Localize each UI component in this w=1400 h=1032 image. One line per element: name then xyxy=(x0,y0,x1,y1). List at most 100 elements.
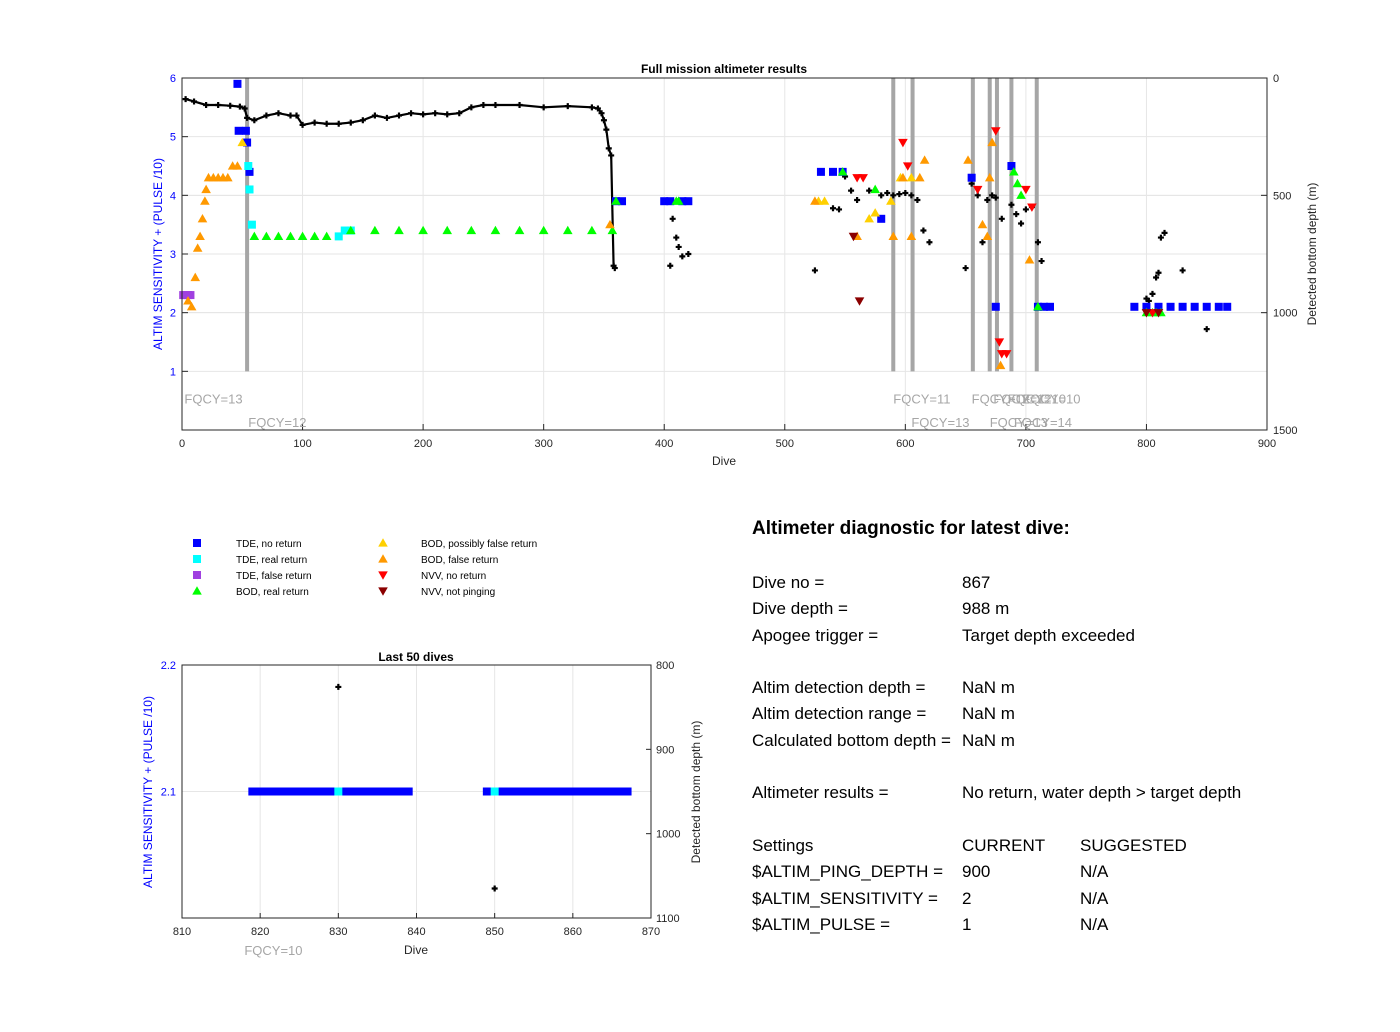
data-point xyxy=(183,296,193,305)
bottom-depth-point xyxy=(992,194,999,201)
data-point xyxy=(982,231,993,240)
bottom-depth-point xyxy=(432,110,439,117)
data-point xyxy=(987,137,997,147)
sens-label: $ALTIM_SENSITIVITY = xyxy=(752,888,938,908)
bottom-depth-point xyxy=(299,121,306,128)
y-tick-label: 2 xyxy=(170,308,176,320)
data-point xyxy=(852,174,862,183)
bottom-depth-point xyxy=(371,112,378,119)
bottom-depth-point xyxy=(1203,326,1210,333)
fqcy-label: FQCY=13 xyxy=(184,392,242,407)
fqcy-label: FQCY=12 xyxy=(993,392,1051,407)
data-point xyxy=(562,225,573,235)
bottom-depth-point xyxy=(311,119,318,126)
bottom-depth-point xyxy=(908,192,915,199)
sensitivity-row: $ALTIM_SENSITIVITY = 2 N/A xyxy=(752,886,1372,912)
det-depth-label: Altim detection depth = xyxy=(752,678,926,698)
y-right-tick-label: 500 xyxy=(1273,190,1291,202)
det-depth-row: Altim detection depth = NaN m xyxy=(752,675,1372,701)
data-point xyxy=(816,167,825,176)
data-point xyxy=(829,167,837,176)
data-point xyxy=(660,197,669,206)
data-point xyxy=(418,225,428,235)
y-tick-label: 4 xyxy=(170,190,176,202)
data-point xyxy=(1141,309,1152,318)
data-point xyxy=(273,231,284,240)
data-point xyxy=(1027,203,1037,212)
data-point xyxy=(249,231,260,240)
bottom-depth-point xyxy=(420,111,427,118)
data-point xyxy=(611,196,621,205)
dive-no-row: Dive no = 867 xyxy=(752,570,1372,596)
last50-tde-no-return-run xyxy=(482,787,632,796)
data-point xyxy=(1024,255,1035,264)
last50-data-point xyxy=(490,787,499,796)
bottom-depth-point xyxy=(444,111,451,118)
main-title: Full mission altimeter results xyxy=(641,62,807,76)
legend-label: NVV, not pinging xyxy=(421,587,495,598)
last50-y-right-tick-label: 1000 xyxy=(656,829,680,841)
bottom-depth-point xyxy=(540,104,547,111)
last50-chart: 810 820 830 840 850 860 870 2.1 2.2 800 900 1000 110… xyxy=(141,650,703,958)
legend-marker xyxy=(193,571,201,579)
data-point xyxy=(819,196,830,205)
bottom-depth-point xyxy=(1157,234,1164,241)
last50-data-point xyxy=(334,787,343,796)
calc-depth-row: Calculated bottom depth = NaN m xyxy=(752,728,1372,754)
data-point xyxy=(247,220,256,229)
data-point xyxy=(1012,178,1023,188)
data-point xyxy=(1154,302,1163,311)
results-value: No return, water depth > target depth xyxy=(962,783,1242,803)
bottom-depth-point xyxy=(588,104,595,111)
bottom-depth-point xyxy=(884,189,891,196)
last50-x-tick-label: 870 xyxy=(642,926,660,938)
data-point xyxy=(309,231,320,240)
bottom-depth-point xyxy=(1153,274,1160,281)
bottom-depth-point xyxy=(675,243,682,250)
data-point xyxy=(1202,302,1211,311)
bottom-depth-point xyxy=(603,126,610,133)
legend-label: BOD, false return xyxy=(421,555,498,566)
bottom-depth-point xyxy=(480,101,487,108)
data-point xyxy=(192,243,203,252)
bottom-depth-point xyxy=(878,192,885,199)
data-point xyxy=(915,172,925,182)
data-point xyxy=(223,172,233,182)
data-point xyxy=(618,197,627,206)
data-point xyxy=(967,173,976,182)
data-point xyxy=(244,162,253,170)
x-tick-label: 300 xyxy=(534,438,552,450)
data-point xyxy=(200,196,210,205)
bottom-depth-point xyxy=(673,234,680,241)
data-point xyxy=(995,360,1006,370)
y-tick-label: 3 xyxy=(170,249,176,261)
last50-y-right-tick-label: 900 xyxy=(656,744,674,756)
data-point xyxy=(1223,302,1232,311)
data-point xyxy=(1001,350,1012,359)
data-point xyxy=(1142,302,1151,311)
y-tick-label: 5 xyxy=(170,132,176,144)
bottom-depth-point xyxy=(984,197,991,204)
settings-header-row: Settings CURRENT SUGGESTED xyxy=(752,833,1372,859)
bottom-depth-point xyxy=(263,112,270,119)
data-point xyxy=(321,231,332,240)
x-tick-label: 800 xyxy=(1137,438,1155,450)
bottom-depth-point xyxy=(1038,258,1045,265)
data-point xyxy=(261,231,272,240)
x-tick-label: 200 xyxy=(414,438,432,450)
data-point xyxy=(1009,167,1019,176)
bottom-depth-point xyxy=(564,103,571,110)
sens-current: 2 xyxy=(962,888,972,908)
last50-x-tick-label: 860 xyxy=(564,926,582,938)
bottom-depth-point xyxy=(836,206,843,213)
data-point xyxy=(984,172,995,182)
bottom-depth-point xyxy=(914,197,921,204)
y-tick-label: 6 xyxy=(170,73,176,85)
bottom-depth-point xyxy=(1018,220,1025,227)
diagnostic-panel: Altimeter diagnostic for latest dive: Di… xyxy=(752,518,1372,938)
bottom-depth-point xyxy=(1022,206,1029,213)
bottom-depth-point xyxy=(669,215,676,222)
last50-fqcy-label: FQCY=10 xyxy=(244,943,302,958)
bottom-depth-point xyxy=(605,145,612,152)
bottom-depth-point xyxy=(926,239,933,246)
